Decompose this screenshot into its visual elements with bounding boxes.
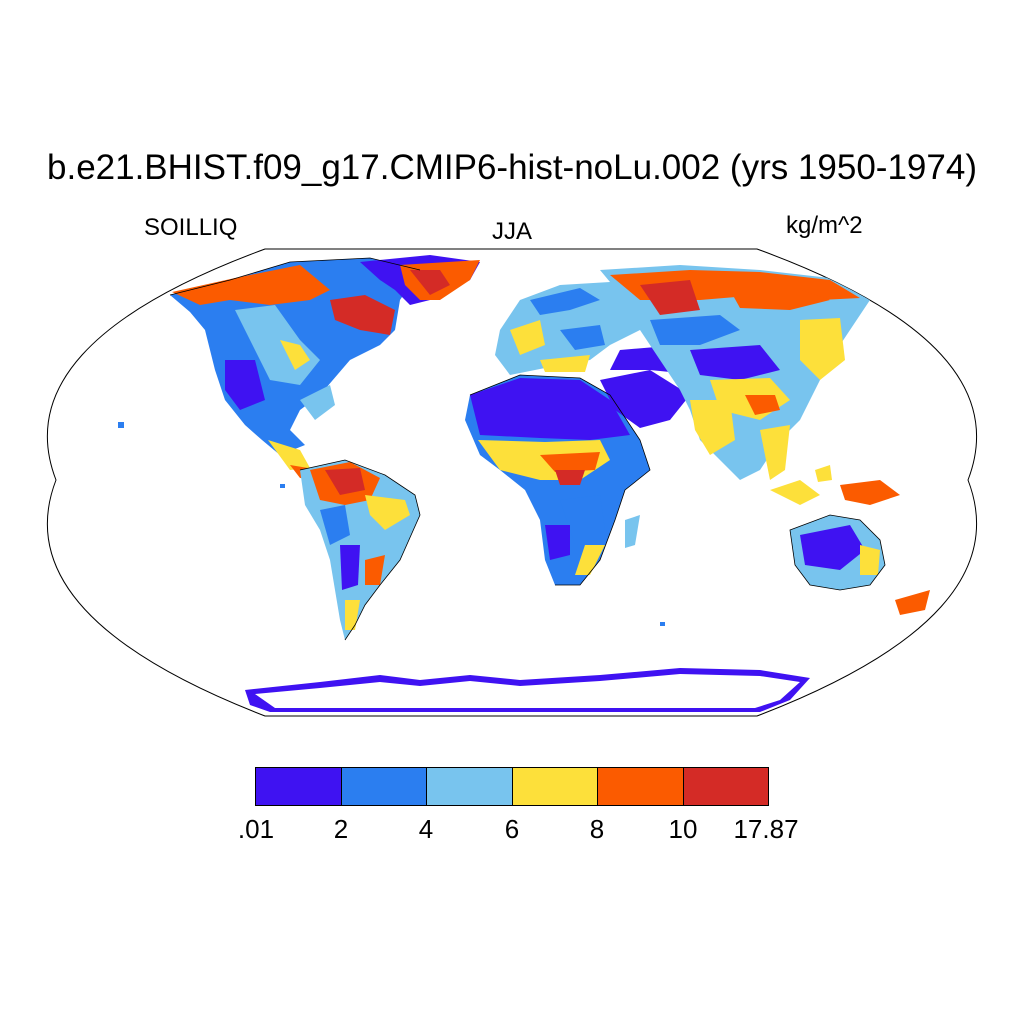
season-label: JJA <box>491 218 532 245</box>
units-label: kg/m^2 <box>786 212 863 239</box>
colorbar-tick-label: 17.87 <box>733 814 799 844</box>
colorbar-swatch-6 <box>683 768 768 805</box>
plot-title: b.e21.BHIST.f09_g17.CMIP6-hist-noLu.002 … <box>47 148 977 187</box>
north-america <box>170 258 420 480</box>
colorbar-tick-label: 2 <box>333 814 349 844</box>
south-america <box>300 460 420 640</box>
colorbar <box>255 767 769 806</box>
europe <box>495 282 640 375</box>
antarctica <box>245 668 810 712</box>
southeast-asia-islands <box>770 465 900 505</box>
africa <box>465 375 650 585</box>
colorbar-tick-label: 10 <box>668 814 698 844</box>
colorbar-swatch-2 <box>341 768 427 805</box>
colorbar-tick-label: 8 <box>589 814 605 844</box>
asia <box>600 265 870 480</box>
colorbar-swatch-3 <box>427 768 513 805</box>
colorbar-swatch-5 <box>598 768 684 805</box>
colorbar-swatch-1 <box>256 768 342 805</box>
colorbar-swatch-4 <box>512 768 598 805</box>
colorbar-tick-label: 4 <box>418 814 434 844</box>
variable-label: SOILLIQ <box>144 214 238 241</box>
australia <box>790 515 930 615</box>
colorbar-tick-label: 6 <box>504 814 520 844</box>
colorbar-tick-label: .01 <box>237 814 275 844</box>
